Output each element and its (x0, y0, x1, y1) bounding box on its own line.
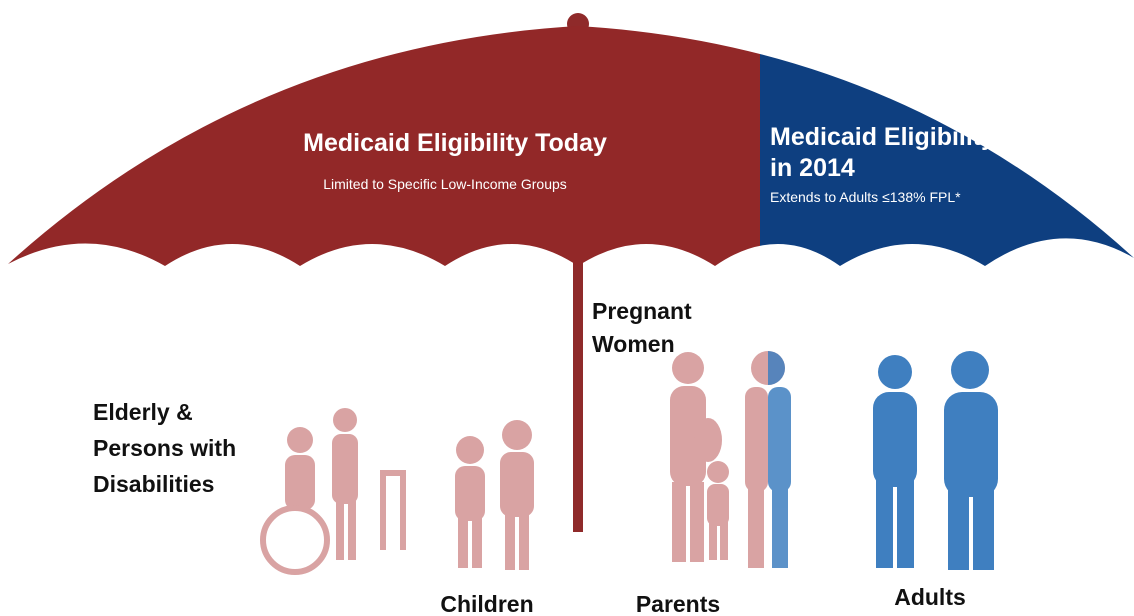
group-label: Parents (636, 591, 720, 616)
elderly-figures (263, 408, 406, 572)
group-label: Women (592, 331, 675, 357)
today-title: Medicaid Eligibility Today (303, 129, 607, 157)
expansion-title: Medicaid Eligibility (770, 123, 995, 151)
today-subtitle: Limited to Specific Low-Income Groups (323, 176, 567, 192)
parents-figure-blue-half (768, 351, 791, 568)
group-label: Elderly & (93, 399, 193, 425)
expansion-subtitle: Extends to Adults ≤138% FPL* (770, 189, 961, 205)
group-label: Adults (894, 584, 966, 610)
group-label: Persons with (93, 435, 236, 461)
parents-figures (670, 351, 785, 568)
infographic: Medicaid Eligibility Today Limited to Sp… (0, 0, 1134, 616)
group-label: Pregnant (592, 298, 692, 324)
expansion-title: in 2014 (770, 154, 855, 182)
group-label: Children (440, 591, 533, 616)
children-figures (455, 420, 534, 570)
adults-figures (873, 351, 998, 570)
group-label: Disabilities (93, 471, 214, 497)
umbrella-pole (573, 220, 583, 532)
